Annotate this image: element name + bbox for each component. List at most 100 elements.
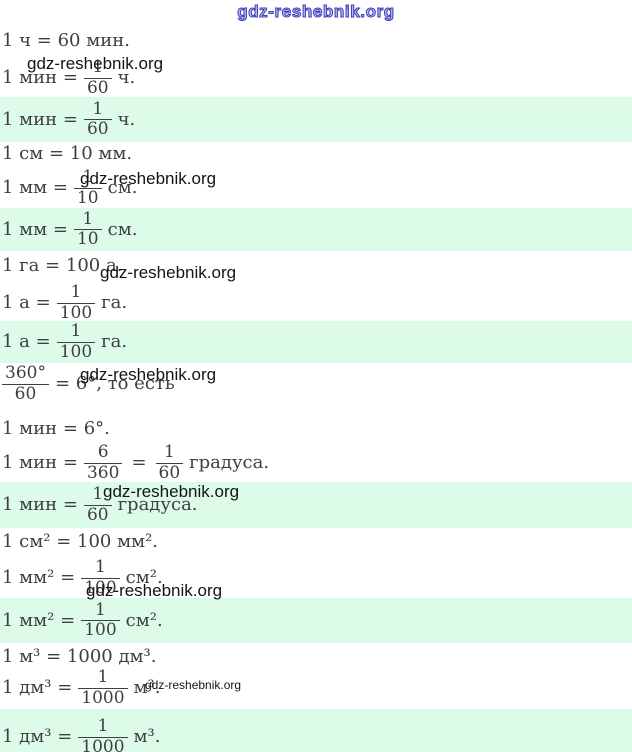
fraction: 1 1000: [78, 668, 128, 707]
fraction-denominator: 100: [84, 620, 117, 640]
inline-watermark: gdz-reshebnik.org: [80, 365, 217, 384]
highlighted-answer-row: 1 мин = 1 60 градуса.: [0, 482, 632, 528]
inline-watermark: gdz-reshebnik.org: [103, 482, 240, 501]
inline-watermark: gdz-reshebnik.org: [27, 54, 164, 73]
fraction: 1 100: [81, 558, 120, 598]
site-watermark-header: gdz-reshebnik.org: [237, 2, 395, 22]
equation-text: градуса.: [189, 452, 270, 474]
equation-line: 360° 60 = 6°, то есть: [0, 361, 632, 407]
fraction-numerator: 1: [56, 322, 96, 343]
equation-text: 1 дм³ =: [2, 677, 73, 699]
equation-text: 1 а =: [2, 292, 51, 314]
inline-watermark: gdz-reshebnik.org: [80, 169, 217, 188]
equation-text: 1 м³ = 1000 дм³.: [2, 646, 157, 668]
equation-line: 1 дм³ = 1 1000 м³.: [0, 666, 632, 710]
fraction-denominator: 10: [76, 229, 99, 249]
inline-watermark: gdz-reshebnik.org: [100, 263, 237, 282]
fraction-numerator: 1: [56, 283, 96, 304]
equation-line: 1 га = 100 а.: [0, 255, 632, 277]
fraction-numerator: 1: [155, 443, 184, 464]
equation-text: см.: [107, 177, 138, 199]
fraction-denominator: 100: [84, 577, 117, 598]
highlighted-answer-row: 1 а = 1 100 га.: [0, 321, 632, 363]
equation-text: 1 мин =: [2, 452, 78, 474]
equation-text: 1 мин =: [2, 494, 78, 516]
equals-sign: =: [131, 452, 147, 474]
fraction: 6 360: [83, 443, 123, 483]
fraction-numerator: 1: [78, 717, 128, 738]
equation-text: ч.: [117, 108, 136, 130]
equation-text: 1 см = 10 мм.: [2, 143, 133, 165]
highlighted-answer-row: 1 мм² = 1 100 см².: [0, 598, 632, 643]
equation-text: м³.: [133, 677, 161, 699]
fraction-denominator: 60: [158, 462, 181, 483]
fraction: 1 100: [56, 322, 96, 362]
inline-watermark: gdz-reshebnik.org: [86, 581, 223, 600]
fraction-denominator: 360: [86, 462, 120, 483]
fraction-numerator: 6: [83, 443, 123, 464]
fraction: 1 100: [56, 283, 96, 323]
inline-watermark: gdz-reshebnik.org: [145, 678, 242, 692]
equation-line: 1 см = 10 мм.: [0, 143, 632, 165]
fraction: 1 100: [81, 600, 120, 640]
equation-text: см².: [125, 609, 163, 631]
fraction: 1 1000: [78, 717, 128, 752]
fraction: 360° 60: [2, 364, 49, 403]
equation-line: 1 мин = 1 60 ч.: [0, 56, 632, 100]
equation-text: 1 мм² =: [2, 609, 76, 631]
fraction: 1 60: [83, 99, 112, 139]
fraction: 1 10: [73, 209, 102, 249]
equation-text: 1 ч = 60 мин.: [2, 30, 130, 52]
equation-text: 1 а =: [2, 331, 51, 353]
fraction-numerator: 1: [78, 668, 128, 689]
equation-text: га.: [101, 331, 128, 353]
highlighted-answer-row: 1 мин = 1 60 ч.: [0, 97, 632, 142]
fraction-numerator: 1: [81, 600, 120, 621]
equation-text: см².: [125, 567, 163, 589]
equation-text: м³.: [133, 726, 161, 748]
fraction-numerator: 1: [81, 558, 120, 579]
equation-text: см.: [107, 218, 138, 240]
equation-text: 1 см² = 100 мм².: [2, 531, 159, 553]
fraction-numerator: 1: [83, 58, 112, 79]
fraction-numerator: 1: [83, 485, 112, 506]
equation-text: 1 мм² =: [2, 567, 76, 589]
equation-text: = 6°, то есть: [54, 373, 175, 395]
equation-text: 1 мм =: [2, 177, 68, 199]
fraction-denominator: 60: [86, 77, 109, 98]
equation-line: 1 мм² = 1 100 см².: [0, 556, 632, 600]
equation-text: 1 га = 100 а.: [2, 255, 123, 277]
fraction-denominator: 1000: [81, 736, 125, 752]
fraction: 1 10: [73, 168, 102, 208]
fraction: 1 60: [155, 443, 184, 483]
fraction-numerator: 1: [83, 99, 112, 120]
fraction: 1 60: [83, 485, 112, 525]
equation-text: ч.: [117, 67, 136, 89]
fraction-denominator: 10: [76, 187, 99, 208]
equation-text: градуса.: [117, 494, 198, 516]
equation-line: 1 мин = 6°.: [0, 418, 632, 440]
equation-line: 1 м³ = 1000 дм³.: [0, 646, 632, 668]
equation-text: га.: [101, 292, 128, 314]
fraction-denominator: 100: [59, 341, 93, 362]
fraction-denominator: 60: [86, 119, 109, 139]
fraction-denominator: 100: [59, 302, 93, 323]
fraction-denominator: 60: [14, 383, 37, 404]
highlighted-answer-row: 1 мм = 1 10 см.: [0, 208, 632, 251]
equation-line: 1 см² = 100 мм².: [0, 531, 632, 553]
equation-line: 1 мм = 1 10 см.: [0, 166, 632, 210]
fraction-numerator: 360°: [2, 364, 49, 385]
equation-line: 1 ч = 60 мин.: [0, 30, 632, 52]
fraction-numerator: 1: [73, 209, 102, 230]
equation-text: 1 мин =: [2, 108, 78, 130]
fraction: 1 60: [83, 58, 112, 98]
equation-text: 1 мин =: [2, 67, 78, 89]
equation-text: 1 мм =: [2, 218, 68, 240]
equation-line: 1 а = 1 100 га.: [0, 281, 632, 325]
fraction-denominator: 60: [86, 504, 109, 525]
equation-text: 1 дм³ =: [2, 726, 73, 748]
fraction-numerator: 1: [73, 168, 102, 189]
equation-text: 1 мин = 6°.: [2, 418, 110, 440]
equation-line: 1 мин = 6 360 = 1 60 градуса.: [0, 441, 632, 485]
